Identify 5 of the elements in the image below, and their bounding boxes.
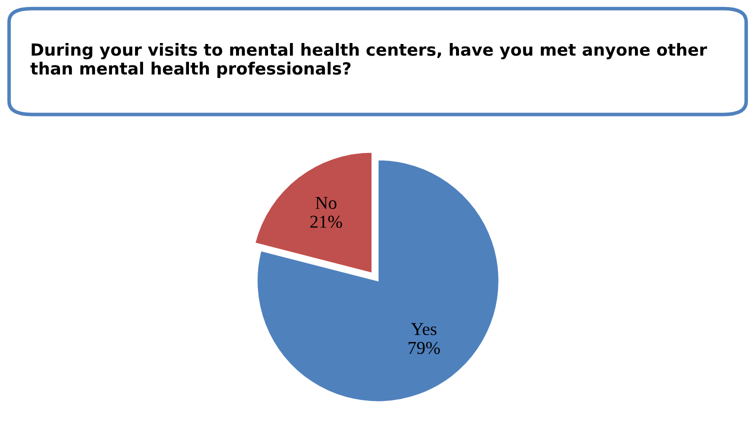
data-label: 79%: [408, 342, 440, 354]
data-label: 21%: [310, 216, 342, 228]
chart-title: During your visits to mental health centers, have you met anyone other than mental health professionals?: [30, 43, 708, 78]
slice-label: Yes: [411, 323, 436, 336]
slice-label: No: [316, 196, 336, 209]
